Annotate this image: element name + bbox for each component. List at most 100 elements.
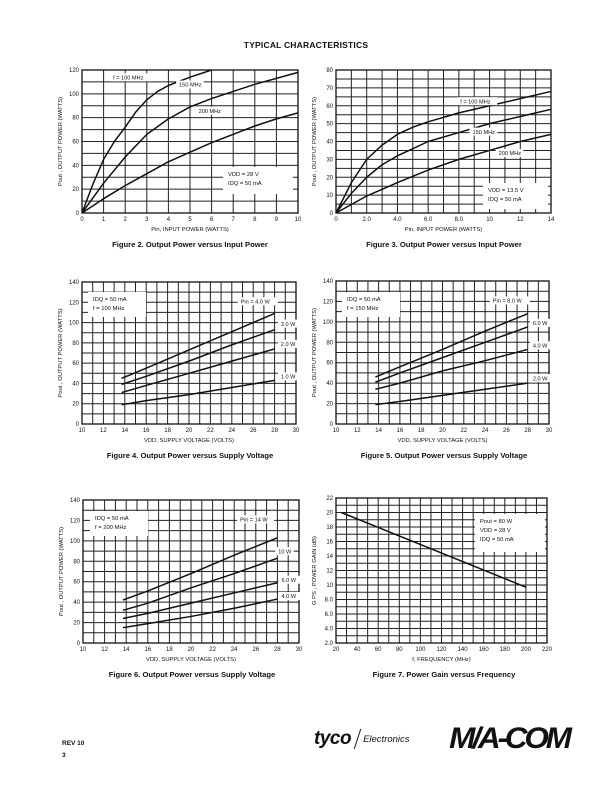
x-tick-label: 24	[228, 428, 235, 434]
series-label-background	[529, 374, 552, 383]
x-tick-label: 0	[334, 217, 338, 223]
y-tick-label: 140	[70, 498, 81, 504]
series-line	[375, 348, 528, 390]
plot-frame	[335, 69, 552, 214]
x-tick-label: 140	[458, 647, 469, 653]
x-tick-label: 180	[500, 647, 511, 653]
y-tick-label: 30	[326, 157, 333, 163]
series-line	[121, 348, 275, 394]
series-line	[335, 90, 552, 214]
y-axis-label: Pout , OUTPUT POWER (WATTS)	[312, 308, 318, 397]
series-label: 200 MHz	[199, 109, 222, 115]
y-tick-label: 80	[326, 68, 333, 74]
y-axis-label: Pout , OUTPUT POWER (WATTS)	[58, 97, 64, 186]
series-label: 2.0 W	[533, 376, 548, 382]
x-tick-label: 6.0	[424, 217, 433, 223]
y-tick-label: 100	[323, 320, 334, 326]
series-line	[375, 382, 528, 406]
x-tick-label: 20	[186, 428, 193, 434]
annotation-text: IDQ = 50 mA	[488, 197, 522, 203]
y-tick-label: 6.0	[325, 612, 334, 618]
series-line	[340, 511, 527, 588]
x-tick-label: 10	[295, 217, 302, 223]
y-tick-label: 60	[73, 580, 80, 586]
plot-frame	[335, 497, 548, 644]
series-label: f = 100 MHz	[460, 99, 491, 105]
x-tick-label: 28	[524, 428, 531, 434]
x-tick-label: 24	[482, 428, 489, 434]
x-tick-label: 20	[188, 647, 195, 653]
series-label-background	[277, 372, 300, 381]
x-tick-label: 12	[517, 217, 524, 223]
y-tick-label: 8.0	[325, 598, 334, 604]
y-tick-label: 0	[330, 211, 334, 217]
series-label: 6.0 W	[533, 321, 548, 327]
plot-frame	[81, 281, 297, 425]
y-tick-label: 20	[72, 187, 79, 193]
x-tick-label: 18	[164, 428, 171, 434]
figure-3-caption: Figure 3. Output Power versus Input Powe…	[366, 240, 522, 249]
series-label: 2.0 W	[281, 342, 296, 348]
y-tick-label: 120	[69, 68, 80, 74]
series-line	[375, 312, 528, 378]
annotation-box	[90, 511, 148, 536]
x-tick-label: 10	[333, 428, 340, 434]
y-tick-label: 40	[73, 600, 80, 606]
page-title: TYPICAL CHARACTERISTICS	[243, 40, 369, 50]
x-tick-label: 3	[145, 217, 149, 223]
y-tick-label: 2.0	[325, 641, 334, 647]
annotation-text: Pout = 80 W	[480, 519, 513, 525]
y-tick-label: 20	[326, 175, 333, 181]
x-tick-label: 4	[167, 217, 171, 223]
x-tick-label: 14	[375, 428, 382, 434]
series-label: 4.0 W	[281, 594, 296, 600]
y-tick-label: 70	[326, 86, 333, 92]
x-axis-label: Pin, INPUT POWER (WATTS)	[151, 227, 229, 233]
x-tick-label: 20	[333, 647, 340, 653]
x-tick-label: 12	[100, 428, 107, 434]
logo-divider	[353, 729, 362, 749]
y-tick-label: 10	[326, 193, 333, 199]
series-label: 6.0 W	[281, 578, 296, 584]
y-tick-label: 20	[72, 402, 79, 408]
x-axis-label: VDD, SUPPLY VOLTAGE (VOLTS)	[398, 438, 488, 444]
x-tick-label: 100	[415, 647, 426, 653]
chart-figure-7: 20 40 60 80 100 120 140 160 180 200 220 2.0 4.0 6.0 8.…	[312, 496, 553, 663]
series-label-background	[495, 149, 524, 158]
annotation-text: VDD = 13.5 V	[488, 188, 524, 194]
y-tick-label: 0	[76, 422, 80, 428]
y-tick-label: 14	[326, 554, 333, 560]
y-tick-label: 140	[69, 280, 80, 286]
plot-frame	[82, 499, 300, 644]
series-line	[335, 133, 552, 214]
annotation-text: f = 200 MHz	[95, 525, 127, 531]
x-tick-label: 12	[101, 647, 108, 653]
tyco-logo-text: tyco	[314, 728, 352, 749]
series-label: 1.0 W	[281, 375, 296, 381]
x-tick-label: 22	[460, 428, 467, 434]
x-tick-label: 2.0	[363, 217, 372, 223]
series-line	[122, 582, 278, 620]
page-number: 3	[62, 752, 66, 759]
x-tick-label: 14	[123, 647, 130, 653]
x-tick-label: 4.0	[393, 217, 402, 223]
series-line	[121, 328, 275, 386]
x-tick-label: 0	[80, 217, 84, 223]
y-tick-label: 120	[323, 299, 334, 305]
x-axis-label: Pin, INPUT POWER (WATTS)	[405, 227, 483, 233]
annotation-text: IDQ = 50 mA	[93, 297, 127, 303]
x-tick-label: 24	[231, 647, 238, 653]
series-line	[122, 598, 278, 629]
chart-figure-3: 0 2.0 4.0 6.0 8.0 10 12 14 0 10 20 30 40 50 60 70 80 Pin,…	[312, 68, 555, 233]
series-line	[81, 112, 299, 214]
x-tick-label: 22	[207, 428, 214, 434]
y-tick-label: 40	[72, 163, 79, 169]
y-tick-label: 0	[76, 211, 80, 217]
macom-logo: M/A-COM	[449, 722, 572, 755]
x-tick-label: 40	[354, 647, 361, 653]
x-tick-label: 80	[396, 647, 403, 653]
y-tick-label: 10	[326, 583, 333, 589]
x-tick-label: 28	[271, 428, 278, 434]
